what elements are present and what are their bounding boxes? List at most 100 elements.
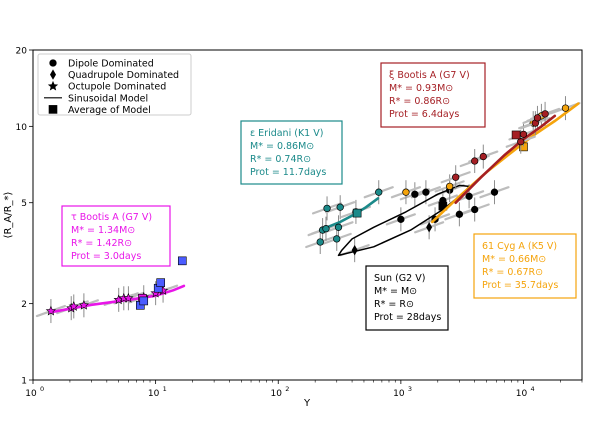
61-cyg-box-frame: [473, 233, 577, 299]
x-tick-exponent-0: 0: [40, 385, 44, 393]
xi-bootis-label-period: Prot = 6.4days: [389, 109, 459, 120]
legend-entry-2: Octupole Dominated: [47, 80, 166, 93]
x-tick-exponent-1: 1: [163, 385, 167, 393]
sun-point-2: [422, 188, 430, 196]
eps-eri-point-3: [323, 204, 331, 213]
x-tick-label-0: 10: [25, 389, 37, 399]
tau-boo-point-2: [68, 301, 79, 311]
xi-boo-average-0: [511, 130, 521, 140]
sun-point-11: [351, 244, 358, 256]
y-tick-label-4: 20: [16, 47, 28, 57]
61-cyg-label-radius: R* = 0.67R⊙: [482, 267, 543, 278]
sun-label-period: Prot = 28days: [374, 312, 441, 323]
tau-bootis-box-frame: [61, 205, 171, 267]
sun-info-box: Sun (G2 V) M* = M⊙ R* = R⊙ Prot = 28days: [365, 265, 449, 331]
xi-boo-point-2: [479, 152, 487, 161]
xi-boo-point-0: [452, 173, 460, 181]
sun-label-name: Sun (G2 V): [374, 273, 425, 284]
xi-boo-model-line: [454, 114, 557, 204]
y-tick-label-1: 2: [21, 300, 27, 310]
y-tick-label-0: 1: [21, 377, 27, 387]
61-cyg-label-name: 61 Cyg A (K5 V): [482, 241, 557, 252]
eps-eri-point-2: [322, 225, 330, 233]
xi-bootis-label-name: ξ Bootis A (G7 V): [389, 70, 470, 81]
xi-bootis-label-radius: R* = 0.86R⊙: [389, 96, 450, 107]
tau-bootis-label-radius: R* = 1.42R⊙: [71, 238, 132, 249]
eps-eridani-info-box: ε Eridani (K1 V) M* = 0.86M⊙ R* = 0.74R⊙…: [240, 120, 343, 185]
xi-boo-point-7: [541, 110, 549, 118]
eps-eri-point-5: [334, 223, 343, 231]
sun-point-0: [397, 215, 405, 223]
tau-bootis-label-name: τ Bootis A (G7 V): [71, 212, 152, 223]
legend-star-icon: [47, 80, 59, 91]
eps-eridani-label-period: Prot = 11.7days: [250, 167, 326, 178]
sun-point-1: [411, 190, 419, 198]
legend-label-1: Quadrupole Dominated: [68, 70, 179, 81]
x-tick-exponent-3: 3: [408, 385, 412, 393]
xi-boo-series: [440, 101, 561, 204]
sun-model-loop: [337, 184, 470, 257]
61-cyg-info-box: 61 Cyg A (K5 V) M* = 0.66M⊙ R* = 0.67R⊙ …: [473, 233, 577, 299]
y-tick-label-2: 5: [21, 199, 27, 209]
xi-boo-point-6: [533, 114, 542, 122]
legend-square-icon: [48, 105, 58, 114]
xi-boo-point-4: [519, 130, 528, 138]
x-tick-exponent-4: 4: [530, 385, 534, 393]
legend-label-4: Average of Model: [68, 105, 151, 116]
y-axis: 1 2 5 10 20: [16, 47, 33, 387]
legend-entry-3: Sinusoidal Model: [44, 93, 148, 104]
tau-boo-average-5: [177, 256, 187, 266]
legend-label-2: Octupole Dominated: [68, 82, 166, 93]
legend-label-0: Dipole Dominated: [68, 59, 154, 70]
xi-bootis-info-box: ξ Bootis A (G7 V) M* = 0.93M⊙ R* = 0.86R…: [380, 62, 486, 128]
tau-boo-series: [35, 256, 187, 324]
legend-label-3: Sinusoidal Model: [68, 93, 148, 104]
tau-bootis-label-period: Prot = 3.0days: [71, 251, 141, 262]
legend-entry-4: Average of Model: [48, 105, 151, 116]
tau-boo-point-6: [123, 292, 134, 303]
eps-eridani-label-radius: R* = 0.74R⊙: [250, 154, 311, 165]
eps-eridani-label-name: ε Eridani (K1 V): [250, 128, 323, 139]
61-cyg-model-line: [430, 102, 580, 224]
plot-area-frame: [32, 49, 583, 381]
tau-boo-average-2: [139, 296, 149, 306]
plot-data-layer: [35, 96, 581, 324]
sun-point-8: [471, 205, 479, 214]
sun-point-10: [426, 222, 433, 233]
61-cyg-point-1: [446, 182, 454, 191]
eps-eri-point-6: [336, 203, 344, 211]
y-axis-label: ⟨R_A/R_*⟩: [3, 191, 14, 238]
eps-eri-average-0: [352, 208, 362, 218]
eps-eri-point-8: [375, 188, 383, 196]
sun-point-6: [455, 210, 464, 218]
legend-frame: [37, 53, 192, 116]
x-tick-label-2: 10: [271, 389, 283, 399]
61-cyg-label-period: Prot = 35.7days: [482, 280, 558, 291]
tau-bootis-label-mass: M* = 1.34M⊙: [71, 225, 135, 236]
61-cyg-point-4: [561, 104, 570, 112]
x-tick-label-1: 10: [148, 389, 160, 399]
x-tick-label-3: 10: [393, 389, 405, 399]
xi-bootis-box-frame: [380, 62, 486, 128]
61-cyg-point-0: [402, 188, 410, 196]
legend-diamond-icon: [49, 69, 57, 80]
x-axis: 10 0 10 1 10 2 10 3 10 4: [25, 380, 583, 399]
eps-eri-point-0: [316, 238, 324, 246]
x-tick-exponent-2: 2: [285, 385, 289, 393]
xi-boo-point-3: [517, 138, 525, 146]
y-tick-label-3: 10: [16, 123, 28, 133]
legend-entry-1: Quadrupole Dominated: [49, 69, 179, 81]
eps-eridani-box-frame: [240, 120, 343, 185]
xi-boo-point-1: [471, 157, 479, 165]
legend-circle-icon: [49, 59, 57, 67]
eps-eridani-label-mass: M* = 0.86M⊙: [250, 141, 314, 152]
sun-label-mass: M* = M⊙: [374, 286, 417, 297]
legend-entry-0: Dipole Dominated: [49, 59, 154, 70]
sun-average-0: [438, 201, 448, 211]
sun-point-7: [465, 192, 473, 200]
tau-bootis-info-box: τ Bootis A (G7 V) M* = 1.34M⊙ R* = 1.42R…: [61, 205, 171, 267]
sun-label-radius: R* = R⊙: [374, 299, 414, 310]
tau-boo-average-4: [156, 278, 165, 287]
